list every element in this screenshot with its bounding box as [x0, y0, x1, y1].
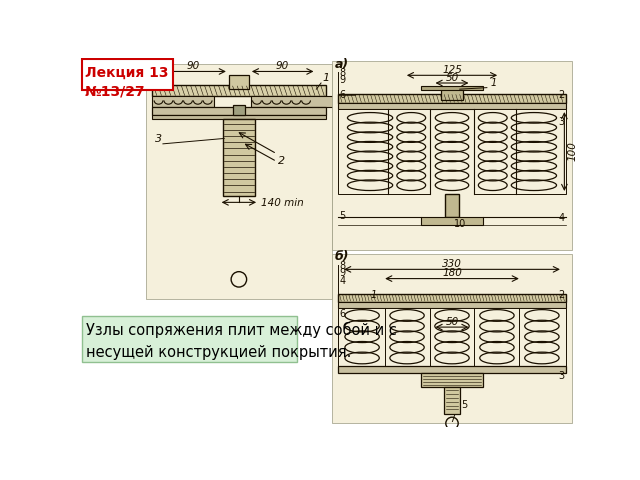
Bar: [444, 387, 460, 414]
Bar: [152, 96, 214, 107]
Text: 50: 50: [445, 317, 459, 327]
Bar: [233, 105, 245, 115]
Text: 4: 4: [558, 213, 564, 223]
Bar: [229, 75, 249, 89]
Text: 5: 5: [461, 400, 468, 410]
Text: 100: 100: [568, 142, 577, 161]
Text: 7: 7: [449, 414, 455, 424]
Text: 50: 50: [445, 72, 459, 83]
Text: 90: 90: [276, 61, 289, 71]
Bar: [474, 109, 566, 194]
Bar: [250, 96, 392, 107]
Text: 2: 2: [278, 156, 285, 166]
Bar: [441, 88, 463, 100]
Text: 10: 10: [454, 219, 467, 229]
Bar: [152, 85, 326, 96]
Text: Узлы сопряжения плит между собой и с
несущей конструкцией покрытия.: Узлы сопряжения плит между собой и с нес…: [86, 322, 397, 360]
Text: 330: 330: [442, 259, 462, 269]
Bar: [421, 373, 483, 387]
Bar: [81, 315, 297, 362]
Text: 2: 2: [558, 90, 564, 100]
Text: 6: 6: [340, 309, 346, 319]
Bar: [421, 217, 483, 225]
Text: 8: 8: [340, 261, 346, 271]
Bar: [338, 302, 566, 308]
Bar: [338, 366, 566, 373]
Bar: [338, 94, 566, 103]
Text: 4: 4: [340, 276, 346, 286]
Bar: [332, 254, 572, 423]
Bar: [338, 103, 566, 109]
Text: 1: 1: [491, 78, 497, 88]
Text: 3: 3: [155, 134, 163, 144]
Text: б): б): [335, 250, 349, 263]
Bar: [445, 194, 459, 217]
Bar: [332, 61, 572, 250]
Bar: [421, 86, 483, 90]
Bar: [338, 308, 566, 366]
Text: 125: 125: [442, 65, 462, 75]
Bar: [146, 64, 332, 299]
Text: 1: 1: [323, 72, 330, 83]
Text: 90: 90: [186, 61, 200, 71]
Bar: [152, 115, 326, 119]
Text: 6: 6: [340, 90, 346, 100]
Text: 8: 8: [340, 68, 346, 78]
Bar: [338, 109, 429, 194]
Bar: [81, 59, 173, 90]
Text: 5: 5: [340, 211, 346, 221]
Text: а): а): [335, 58, 349, 71]
Bar: [152, 107, 326, 115]
Text: 3: 3: [558, 372, 564, 382]
Text: 180: 180: [442, 268, 462, 278]
Text: 1: 1: [371, 290, 377, 300]
Text: Лекция 13
№13/27: Лекция 13 №13/27: [84, 65, 168, 99]
Bar: [338, 294, 566, 302]
Bar: [223, 119, 255, 196]
Text: 9: 9: [340, 75, 346, 85]
Text: 9: 9: [340, 268, 346, 278]
Text: 2: 2: [558, 290, 564, 300]
Text: 140 min: 140 min: [261, 198, 304, 208]
Text: 3: 3: [558, 117, 564, 127]
